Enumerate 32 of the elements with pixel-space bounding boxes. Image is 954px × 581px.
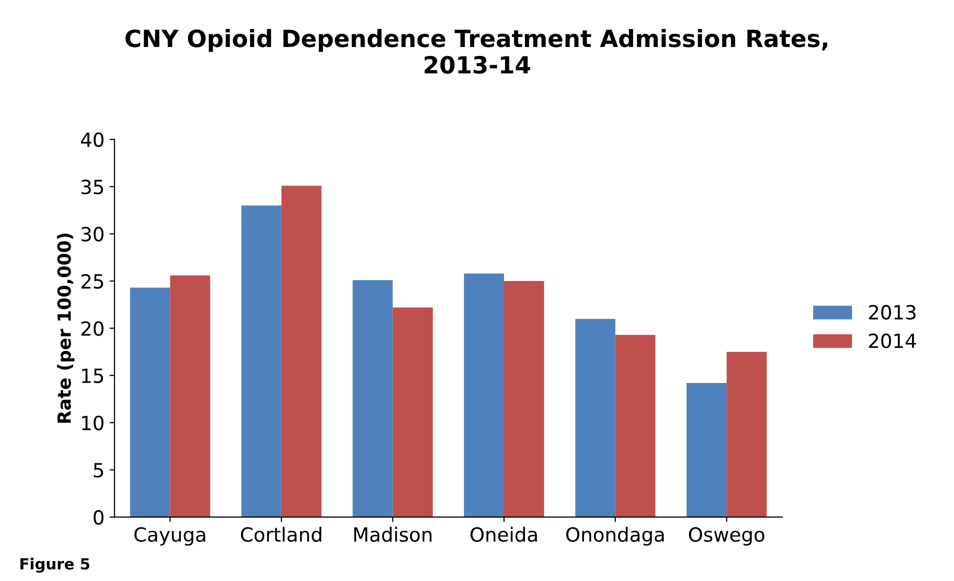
bar — [464, 274, 504, 518]
x-tick-label: Onondaga — [566, 526, 664, 546]
x-tick-label: Cayuga — [134, 527, 206, 546]
bar — [130, 288, 170, 518]
y-tick-label: 15 — [82, 368, 104, 384]
x-tick-label: Madison — [354, 526, 432, 542]
chart-title: CNY Opioid Dependence Treatment Admission Rates, 2013-14 — [126, 29, 828, 74]
y-axis-title: Rate (per 100,000) — [57, 234, 74, 423]
legend-label: 2014 — [869, 333, 916, 348]
y-tick-label: 40 — [80, 132, 104, 148]
bar — [575, 318, 616, 518]
y-tick-label: 0 — [94, 510, 104, 525]
y-tick-label: 25 — [81, 274, 104, 289]
y-tick-label: 30 — [81, 226, 104, 242]
y-tick-label: 35 — [81, 180, 104, 194]
x-tick-label: Oswego — [688, 527, 764, 546]
bar — [726, 352, 767, 518]
y-tick-label: 10 — [82, 416, 104, 430]
bar — [615, 334, 656, 518]
y-tick-label: 5 — [94, 463, 104, 478]
bar — [504, 281, 544, 518]
legend-label: 2013 — [869, 304, 916, 320]
x-tick-label: Oneida — [470, 526, 537, 542]
x-tick-label: Cortland — [240, 526, 322, 542]
bar — [170, 275, 210, 518]
bar — [352, 280, 393, 518]
bar — [241, 206, 282, 518]
bar — [281, 186, 322, 518]
bar — [686, 383, 727, 518]
caption: Figure 5 — [20, 558, 90, 573]
bar — [392, 307, 433, 518]
y-tick-label: 20 — [81, 321, 104, 336]
